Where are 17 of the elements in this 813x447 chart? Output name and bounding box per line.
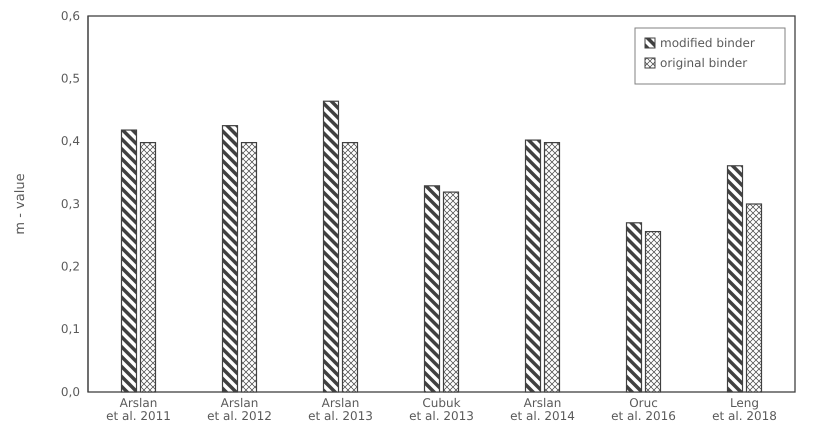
y-tick-label: 0,6 (60, 8, 80, 23)
y-tick-label: 0,3 (60, 196, 80, 211)
x-tick-label: Arslan et al. 2014 (510, 396, 575, 423)
y-tick-label: 0,5 (60, 72, 80, 86)
legend-label: original binder (660, 56, 748, 70)
x-tick-label: Arslan et al. 2011 (106, 396, 171, 423)
x-tick-label: Arslan et al. 2012 (207, 396, 272, 423)
y-tick-label: 0,2 (60, 260, 80, 274)
y-tick-label: 0,4 (60, 134, 80, 148)
x-tick-label: Leng et al. 2018 (712, 396, 777, 423)
y-tick-label: 0,1 (60, 322, 80, 336)
x-tick-label: Oruc et al. 2016 (611, 396, 676, 423)
y-axis-title: m - value (13, 173, 28, 235)
x-tick-label: Cubuk et al. 2013 (409, 396, 474, 423)
y-tick-label: 0,0 (60, 384, 80, 399)
x-tick-label: Arslan et al. 2013 (308, 396, 373, 423)
legend-label: modified binder (660, 36, 755, 50)
